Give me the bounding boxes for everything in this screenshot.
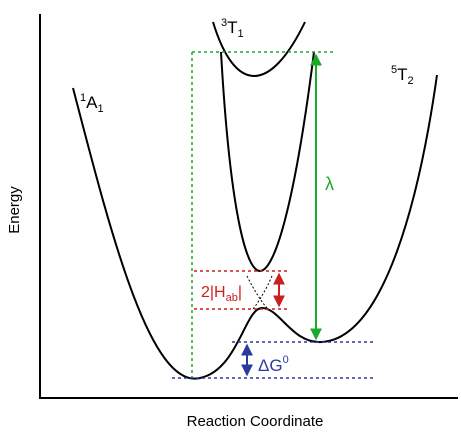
lambda-label: λ [325,174,334,194]
coupling-label: 2|Hab| [201,284,242,304]
state-3t1-sub: 1 [238,28,244,40]
diabatic-crossing-right [252,275,273,310]
state-5t2-sub: 2 [408,75,414,87]
state-label-3t1: 3T1 [221,17,244,40]
delta-g-base: ΔG [258,356,283,375]
state-1a1-sub: 1 [97,103,103,115]
state-1a1-sup: 1 [80,92,86,104]
excited-state-curve [220,51,315,273]
coupling-label-sub: ab [226,292,238,304]
coupling-label-prefix: 2|H [201,284,226,301]
state-3t1-sup: 3 [221,17,227,29]
state-1a1-base: A [86,93,98,112]
state-label-1a1: 1A1 [80,92,104,115]
diabatic-crossing-left [246,275,269,310]
t1-potential-curve [212,21,306,77]
state-3t1-base: T [227,18,237,37]
state-5t2-sup: 5 [391,64,397,76]
y-axis-label: Energy [6,186,23,234]
x-axis-label: Reaction Coordinate [187,413,324,430]
state-label-5t2: 5T2 [391,64,414,87]
a1-t2-potential-curve [72,74,438,380]
state-5t2-base: T [397,65,407,84]
delta-g-sup: 0 [283,354,289,366]
delta-g-label: ΔG0 [258,354,289,375]
coupling-label-suffix: | [238,284,242,301]
